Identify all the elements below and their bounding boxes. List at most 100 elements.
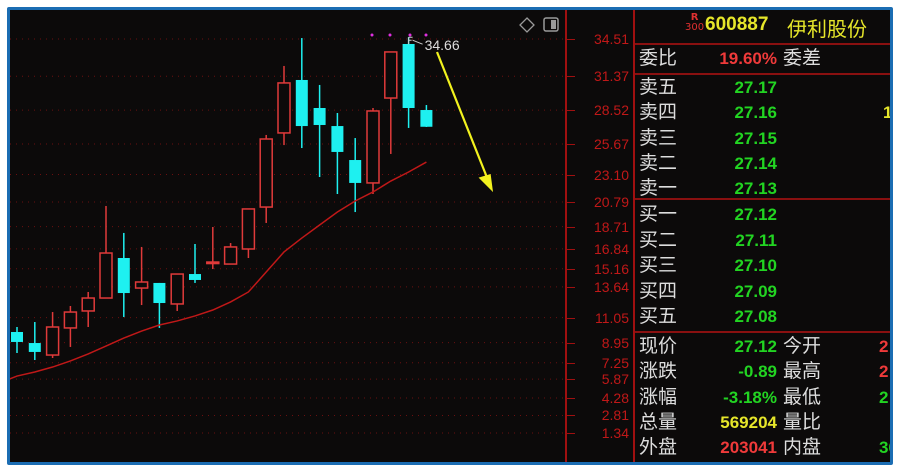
candlestick-chart[interactable]: 34.66	[10, 10, 565, 462]
sell-level-row[interactable]: 卖三 27.15	[635, 126, 890, 151]
window-toggle-pane	[551, 20, 556, 29]
stat-value-2: 2	[879, 337, 889, 356]
buy-level-price: 27.09	[734, 281, 777, 301]
marker-dot	[424, 33, 428, 37]
candle-down	[313, 108, 326, 125]
buy-level-row[interactable]: 买二 27.11	[635, 228, 890, 253]
candle-down	[420, 110, 433, 127]
y-tick-mark	[567, 362, 575, 364]
candle-up	[63, 311, 78, 329]
stat-value-2: 2	[879, 362, 889, 382]
stat-label-2: 今开	[783, 335, 822, 357]
high-pointer	[408, 36, 423, 45]
sell-level-row[interactable]: 卖一 27.13	[635, 176, 890, 201]
stat-value: 27.12	[734, 337, 777, 356]
sell-level-price: 27.16	[734, 103, 777, 123]
buy-level-row[interactable]: 买五 27.08	[635, 304, 890, 329]
y-tick-mark	[567, 342, 575, 344]
y-tick-mark	[567, 248, 575, 250]
stat-value-2: 366	[879, 438, 890, 458]
buy-level-label: 买二	[639, 228, 678, 251]
stock-name: 伊利股份	[787, 17, 867, 41]
stat-row: 现价 27.12 今开 2	[635, 334, 890, 359]
divider	[635, 198, 890, 200]
sell-level-volume: 1	[883, 103, 893, 123]
y-tick-mark	[567, 415, 575, 417]
sell-level-row[interactable]: 卖二 27.14	[635, 151, 890, 176]
candle-down	[11, 331, 23, 342]
csi300-badge: R 300	[685, 13, 704, 33]
buy-level-price: 27.11	[735, 230, 777, 250]
stat-label-2: 最低	[783, 385, 822, 408]
y-tick-label: 28.52	[593, 102, 629, 119]
buy-level-label: 买四	[639, 279, 678, 302]
divider	[635, 73, 890, 75]
stat-label: 现价	[639, 335, 678, 357]
buy-level-row[interactable]: 买三 27.10	[635, 253, 890, 278]
arrow-head-icon	[478, 174, 494, 193]
y-tick-label: 1.34	[601, 424, 629, 441]
y-tick-label: 7.25	[601, 354, 629, 371]
stock-code: 600887	[705, 14, 769, 35]
marker-dot	[388, 33, 392, 37]
candle-down	[402, 43, 415, 109]
y-tick-mark	[567, 39, 575, 40]
sell-level-label: 卖一	[639, 177, 678, 200]
moving-average-line	[10, 161, 427, 380]
y-tick-label: 25.67	[593, 135, 629, 152]
stat-value: 569204	[720, 412, 777, 432]
weibi-row: 委比 19.60% 委差	[635, 46, 890, 71]
y-tick-label: 2.81	[601, 407, 629, 424]
window-toggle-icon[interactable]	[543, 17, 559, 32]
candle-down	[189, 274, 201, 280]
buy-level-price: 27.08	[734, 307, 777, 327]
y-tick-label: 34.51	[593, 31, 629, 47]
candle-up	[170, 273, 184, 305]
sell-level-price: 27.17	[734, 78, 777, 97]
stat-value: 203041	[720, 438, 777, 458]
y-tick-label: 31.37	[593, 68, 629, 85]
stat-label-2: 最高	[783, 360, 822, 383]
quote-panel: R 300 600887 伊利股份 委比 19.60% 委差 卖五 27.17 卖…	[633, 10, 893, 462]
buy-level-row[interactable]: 买一 27.12	[635, 202, 890, 227]
sell-level-label: 卖四	[639, 101, 678, 124]
stat-row: 外盘 203041 内盘 366	[635, 435, 890, 460]
candle-up	[45, 326, 60, 356]
y-tick-label: 5.87	[601, 371, 629, 388]
y-tick-mark	[567, 379, 575, 381]
sell-level-row[interactable]: 卖四 27.16 1	[635, 100, 893, 125]
candle-up	[99, 252, 113, 299]
high-price-label: 34.66	[425, 37, 460, 53]
candle-up	[81, 297, 95, 312]
sell-level-price: 27.13	[734, 179, 777, 199]
candle-up	[241, 208, 256, 250]
stat-row: 涨幅 -3.18% 最低 2	[635, 385, 890, 410]
stat-row: 涨跌 -0.89 最高 2	[635, 359, 890, 384]
candle-up	[366, 110, 380, 184]
candle-up	[277, 82, 291, 134]
candle-up	[384, 51, 398, 99]
y-tick-label: 18.71	[593, 218, 629, 235]
y-tick-label: 20.79	[593, 193, 629, 210]
buy-level-price: 27.10	[734, 256, 777, 276]
sell-level-price: 27.15	[734, 128, 777, 148]
candle-down	[153, 282, 166, 304]
y-tick-mark	[567, 76, 575, 78]
candle-up	[223, 246, 238, 265]
weicha-label: 委差	[783, 47, 822, 69]
buy-level-label: 买五	[639, 305, 678, 328]
stock-header: R 300 600887 伊利股份	[635, 10, 890, 44]
sell-level-row[interactable]: 卖五 27.17	[635, 75, 890, 100]
stat-label: 涨跌	[639, 360, 678, 383]
y-tick-mark	[567, 432, 575, 434]
y-tick-mark	[567, 398, 575, 400]
diamond-icon[interactable]	[519, 17, 535, 33]
stat-value: -0.89	[738, 362, 777, 382]
stat-label-2: 内盘	[783, 436, 822, 459]
buy-level-label: 买三	[639, 254, 678, 277]
y-tick-label: 15.16	[593, 260, 629, 277]
stat-label-2: 量比	[783, 410, 822, 433]
buy-level-row[interactable]: 买四 27.09	[635, 279, 890, 304]
y-tick-mark	[567, 268, 575, 270]
stat-label: 涨幅	[639, 385, 678, 408]
